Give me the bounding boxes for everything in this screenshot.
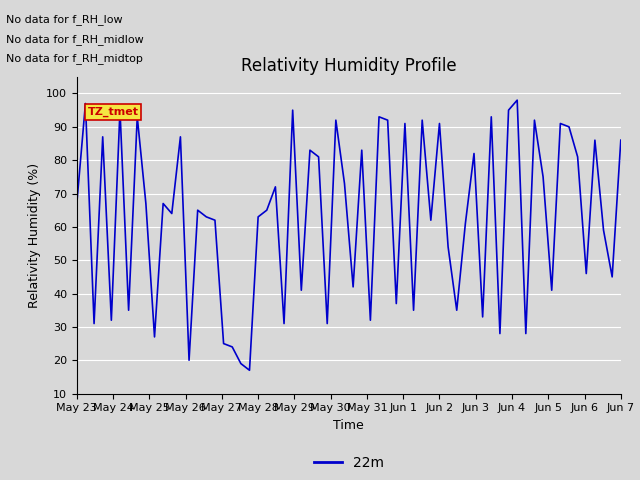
Text: TZ_tmet: TZ_tmet <box>88 107 139 117</box>
Text: No data for f_RH_midlow: No data for f_RH_midlow <box>6 34 144 45</box>
Y-axis label: Relativity Humidity (%): Relativity Humidity (%) <box>28 163 40 308</box>
Title: Relativity Humidity Profile: Relativity Humidity Profile <box>241 57 456 75</box>
Text: No data for f_RH_low: No data for f_RH_low <box>6 14 123 25</box>
Text: No data for f_RH_midtop: No data for f_RH_midtop <box>6 53 143 64</box>
X-axis label: Time: Time <box>333 419 364 432</box>
Legend: 22m: 22m <box>308 450 389 475</box>
